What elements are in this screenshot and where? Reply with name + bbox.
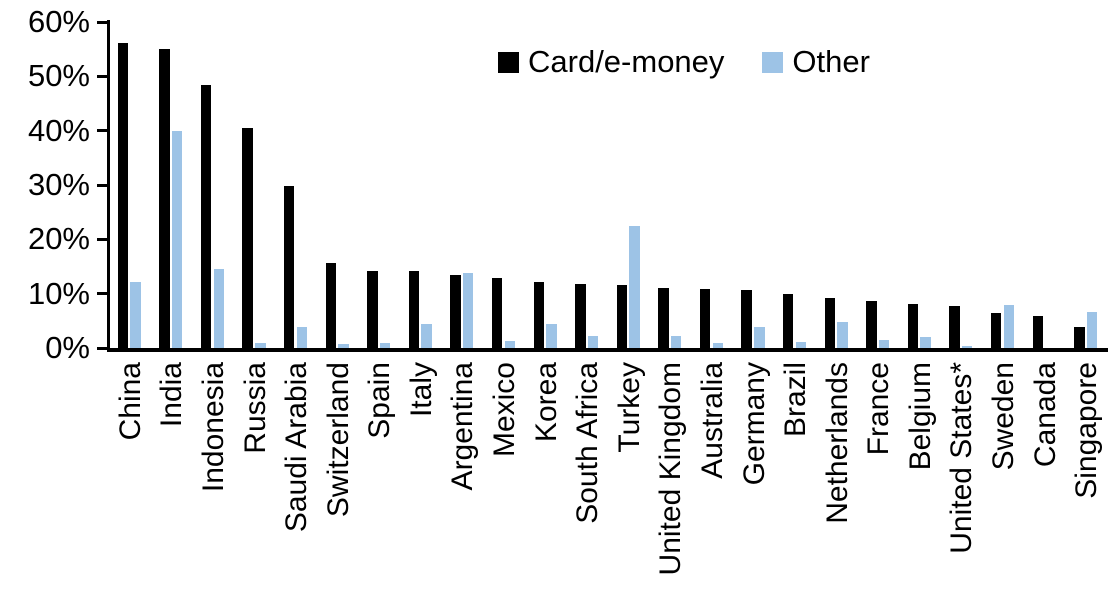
bar-other-argentina xyxy=(463,273,474,348)
y-axis-tick-mark xyxy=(97,292,107,296)
legend: Card/e-money Other xyxy=(498,44,870,80)
y-axis-tick-mark xyxy=(97,20,107,24)
x-axis-label-united-states-: United States* xyxy=(945,362,979,554)
x-axis-label-turkey: Turkey xyxy=(612,362,646,453)
legend-label-card-e-money: Card/e-money xyxy=(528,44,725,79)
y-axis-tick-label: 20% xyxy=(27,221,90,257)
bar-card-e-money-saudi-arabia xyxy=(284,185,295,348)
bar-other-south-africa xyxy=(587,335,599,348)
bar-other-spain xyxy=(379,342,391,348)
bar-other-turkey xyxy=(629,225,640,348)
bar-other-germany xyxy=(754,326,765,348)
y-axis-line xyxy=(107,20,110,352)
x-axis-label-brazil: Brazil xyxy=(779,362,813,438)
x-axis-label-france: France xyxy=(862,362,896,456)
bar-other-indonesia xyxy=(213,269,224,348)
bar-card-e-money-italy xyxy=(408,271,420,348)
legend-entry-other: Other xyxy=(762,44,870,80)
x-axis-label-switzerland: Switzerland xyxy=(321,362,355,518)
bar-card-e-money-france xyxy=(866,300,877,348)
x-axis-label-sweden: Sweden xyxy=(987,362,1021,471)
x-axis-label-netherlands: Netherlands xyxy=(820,362,854,524)
other-swatch-icon xyxy=(762,51,784,73)
bar-other-italy xyxy=(421,323,432,348)
x-axis-label-south-africa: South Africa xyxy=(571,362,605,524)
bar-card-e-money-indonesia xyxy=(200,85,212,348)
bar-card-e-money-mexico xyxy=(491,277,503,348)
x-axis-label-china: China xyxy=(113,362,147,441)
card-e-money-swatch-icon xyxy=(498,51,519,73)
y-axis-tick-mark xyxy=(97,183,107,187)
x-axis-label-italy: Italy xyxy=(404,362,438,418)
bar-other-united-states- xyxy=(962,346,973,348)
y-axis-tick-mark xyxy=(97,129,107,133)
y-axis-tick-label: 0% xyxy=(45,330,90,365)
bar-card-e-money-germany xyxy=(741,290,752,348)
x-axis-label-united-kingdom: United Kingdom xyxy=(654,362,688,576)
x-axis-label-australia: Australia xyxy=(695,362,729,479)
bar-card-e-money-spain xyxy=(367,270,378,348)
bar-card-e-money-china xyxy=(117,42,129,348)
bar-other-belgium xyxy=(920,336,931,348)
bar-card-e-money-brazil xyxy=(783,293,794,348)
bar-card-e-money-singapore xyxy=(1074,327,1085,348)
bar-other-france xyxy=(878,339,890,348)
plot-area xyxy=(110,0,1108,348)
y-axis-tick-label: 60% xyxy=(27,4,90,39)
x-axis-label-singapore: Singapore xyxy=(1070,362,1104,499)
bar-other-korea xyxy=(546,323,557,348)
bar-card-e-money-russia xyxy=(242,127,253,348)
x-axis-label-belgium: Belgium xyxy=(903,362,937,471)
bar-other-china xyxy=(130,281,141,348)
bar-card-e-money-korea xyxy=(533,281,544,348)
x-axis-label-spain: Spain xyxy=(363,362,397,439)
bar-card-e-money-united-kingdom xyxy=(658,287,669,348)
bar-other-saudi-arabia xyxy=(296,326,308,348)
bar-other-switzerland xyxy=(338,343,349,348)
x-axis-label-argentina: Argentina xyxy=(446,362,480,491)
bar-other-singapore xyxy=(1086,311,1098,348)
y-axis-tick-mark xyxy=(97,237,107,241)
bar-other-sweden xyxy=(1003,305,1015,348)
y-axis-tick-label: 40% xyxy=(27,112,90,148)
bar-card-e-money-belgium xyxy=(907,304,919,348)
x-axis-label-mexico: Mexico xyxy=(488,362,522,458)
x-axis-label-india: India xyxy=(155,362,189,428)
x-axis-label-canada: Canada xyxy=(1028,362,1062,468)
bar-card-e-money-canada xyxy=(1032,315,1043,348)
bar-other-australia xyxy=(712,342,723,348)
x-axis-line xyxy=(107,348,1108,352)
y-axis-tick-label: 50% xyxy=(27,58,90,94)
bar-other-russia xyxy=(255,342,266,348)
bar-card-e-money-south-africa xyxy=(575,284,586,348)
bar-card-e-money-united-states- xyxy=(949,305,960,348)
bar-other-mexico xyxy=(504,340,516,348)
x-axis-label-saudi-arabia: Saudi Arabia xyxy=(280,362,314,533)
legend-entry-card-e-money: Card/e-money xyxy=(498,44,724,80)
y-axis-tick-label: 30% xyxy=(27,167,90,202)
bar-card-e-money-argentina xyxy=(450,275,461,348)
bar-card-e-money-australia xyxy=(699,289,711,348)
y-axis-tick-mark xyxy=(97,346,107,350)
x-axis-label-russia: Russia xyxy=(238,362,272,454)
bar-other-united-kingdom xyxy=(670,335,682,348)
bar-other-india xyxy=(171,131,183,348)
bar-card-e-money-india xyxy=(159,49,170,348)
y-axis-tick-label: 10% xyxy=(27,275,90,311)
x-axis-label-indonesia: Indonesia xyxy=(196,362,230,493)
bar-card-e-money-netherlands xyxy=(824,298,835,348)
bar-card-e-money-switzerland xyxy=(325,263,336,348)
bar-other-netherlands xyxy=(837,321,848,348)
x-axis-label-korea: Korea xyxy=(529,362,563,443)
bar-card-e-money-turkey xyxy=(616,284,628,348)
bar-other-brazil xyxy=(795,342,807,348)
y-axis-tick-mark xyxy=(97,74,107,78)
x-axis-label-germany: Germany xyxy=(737,362,771,486)
bar-card-e-money-sweden xyxy=(990,313,1002,348)
legend-label-other: Other xyxy=(792,44,870,79)
